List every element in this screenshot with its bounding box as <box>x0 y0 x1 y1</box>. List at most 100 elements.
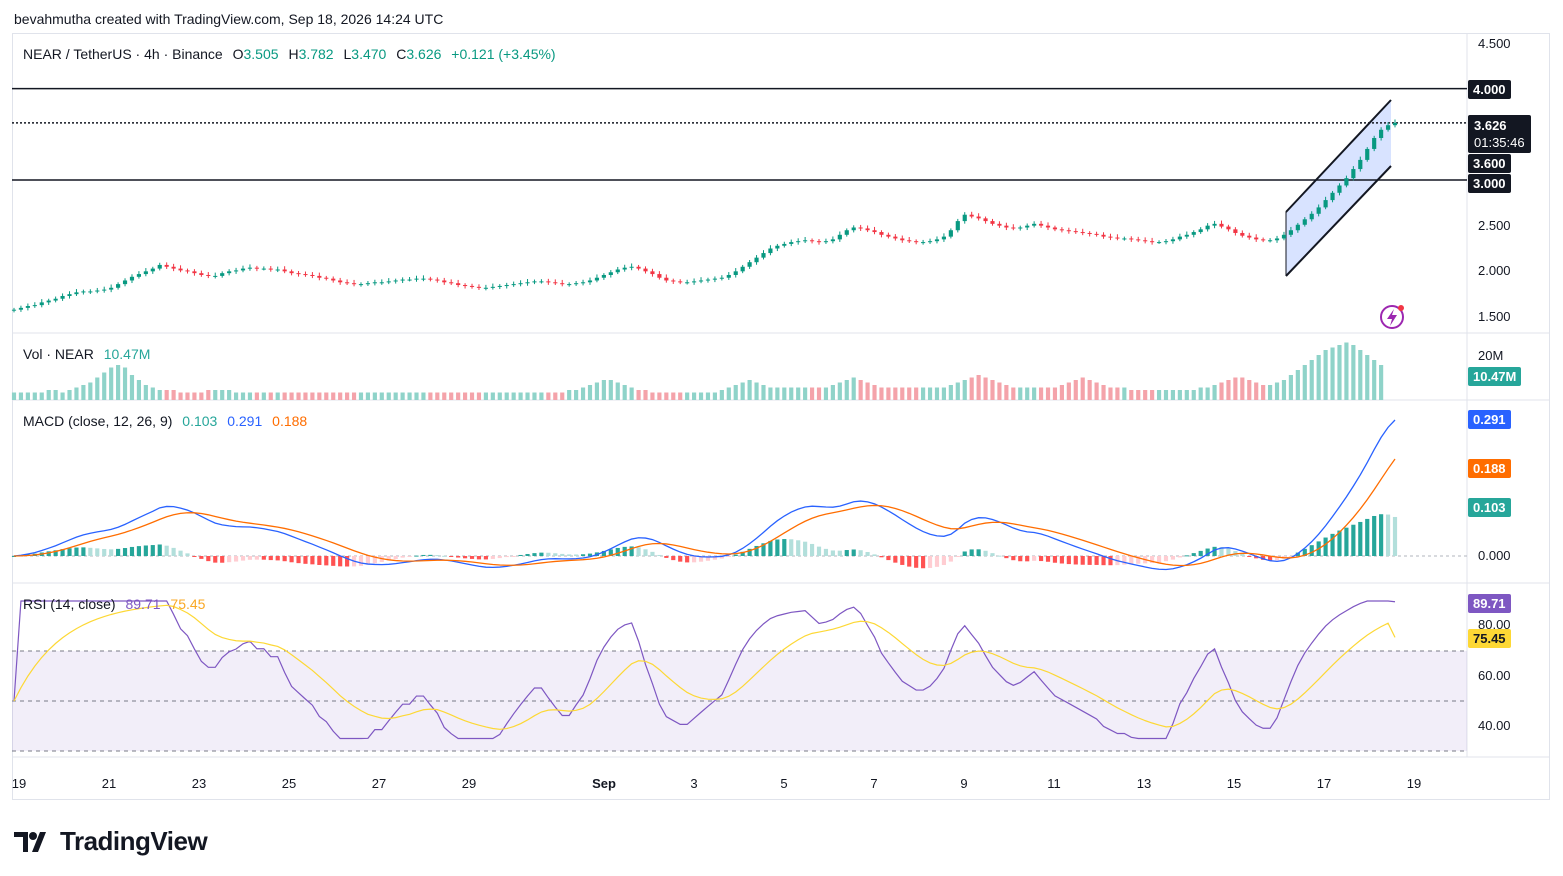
low-label: L <box>343 46 352 62</box>
candle-body <box>816 241 822 243</box>
macd-histogram-bar <box>1372 515 1377 556</box>
macd-histogram-bar <box>46 551 51 556</box>
candle-body <box>567 284 572 286</box>
candle-body <box>1198 229 1203 233</box>
candle-body <box>129 276 135 281</box>
candle-body <box>1122 238 1127 240</box>
macd-histogram-bar <box>310 556 315 565</box>
volume-bar <box>435 392 440 400</box>
volume-bar <box>692 392 697 400</box>
candle-body <box>615 269 620 273</box>
x-tick: 23 <box>191 776 207 791</box>
notification-dot-icon <box>1398 305 1404 311</box>
candle-body <box>261 268 266 270</box>
macd-histogram-bar <box>518 554 523 556</box>
candle-body <box>907 240 912 242</box>
macd-histogram-bar <box>948 556 953 562</box>
candle-body <box>1323 200 1328 208</box>
macd-histogram-bar <box>421 554 426 556</box>
macd-histogram-bar <box>1261 556 1266 560</box>
macd-histogram-bar <box>303 556 308 564</box>
volume-bar <box>39 392 44 400</box>
candle-body <box>1330 192 1335 201</box>
volume-bar <box>1295 370 1300 400</box>
volume-bar <box>803 387 808 400</box>
volume-bar <box>900 387 905 400</box>
macd-histogram-bar <box>1066 556 1071 565</box>
candle-body <box>449 282 454 284</box>
volume-bar <box>1191 390 1196 400</box>
candle-body <box>442 280 447 283</box>
macd-histogram-bar <box>268 556 273 561</box>
volume-bar <box>574 390 579 400</box>
candle-body <box>803 240 808 242</box>
candle-body <box>865 228 870 231</box>
candle-body <box>726 274 731 278</box>
volume-bar <box>1358 350 1363 400</box>
candle-body <box>1295 224 1300 231</box>
volume-bar <box>921 387 926 400</box>
volume-bar <box>1379 365 1384 400</box>
candle-body <box>782 243 787 246</box>
volume-bar <box>129 375 135 400</box>
volume-bar <box>1156 390 1162 400</box>
channel-upper-line <box>1285 99 1392 213</box>
volume-bar <box>1247 380 1252 400</box>
volume-tag: 10.47M <box>1468 367 1522 386</box>
candle-body <box>32 305 37 307</box>
candle-body <box>886 234 891 237</box>
macd-histogram-bar <box>102 548 107 556</box>
candle-body <box>511 284 516 286</box>
rsi-tick: 60.00 <box>1478 668 1511 683</box>
macd-histogram-bar <box>636 547 641 556</box>
volume-bar <box>1143 390 1148 400</box>
volume-bar <box>1150 390 1155 400</box>
tradingview-logo[interactable]: TradingView <box>14 826 208 857</box>
macd-histogram-bar <box>914 556 919 568</box>
candle-body <box>1226 226 1231 230</box>
candle-body <box>1038 223 1044 226</box>
volume-bar <box>775 387 780 400</box>
macd-histogram-bar <box>990 553 995 556</box>
volume-bar <box>268 392 273 400</box>
volume-bar <box>1233 377 1238 400</box>
signal-tag: 0.188 <box>1468 459 1511 478</box>
candle-body <box>199 273 204 275</box>
macd-histogram-bar <box>1302 548 1307 556</box>
macd-histogram-bar <box>317 556 322 565</box>
macd-histogram-bar <box>754 545 759 556</box>
volume-bar <box>747 380 752 400</box>
candle-body <box>955 221 960 231</box>
candle-body <box>95 290 100 292</box>
candle-body <box>664 277 669 281</box>
candle-body <box>157 264 162 269</box>
candle-body <box>1288 230 1293 235</box>
volume-bar <box>1087 380 1092 400</box>
candle-body <box>178 268 183 271</box>
macd-histogram-bar <box>587 553 593 556</box>
volume-bar <box>157 390 162 400</box>
candle-body <box>789 242 794 244</box>
volume-bar <box>789 387 794 400</box>
macd-histogram-bar <box>664 556 669 558</box>
candle-body <box>934 239 940 242</box>
volume-bar <box>296 392 301 400</box>
volume-bar <box>1372 360 1377 400</box>
macd-histogram-bar <box>372 556 377 564</box>
volume-bar <box>719 390 724 400</box>
candle-body <box>1004 225 1009 228</box>
volume-bar <box>178 392 183 400</box>
macd-signal-value: 0.188 <box>272 413 308 429</box>
candle-body <box>504 285 509 287</box>
candle-body <box>761 253 766 258</box>
volume-bar <box>1073 380 1078 400</box>
volume-bar <box>400 392 405 400</box>
macd-histogram-bar <box>1073 556 1078 565</box>
candle-body <box>844 230 849 235</box>
volume-bar <box>601 380 606 400</box>
candle-body <box>428 278 433 280</box>
candle-body <box>1233 229 1238 233</box>
volume-bar <box>247 392 253 400</box>
x-tick: 3 <box>690 776 698 791</box>
